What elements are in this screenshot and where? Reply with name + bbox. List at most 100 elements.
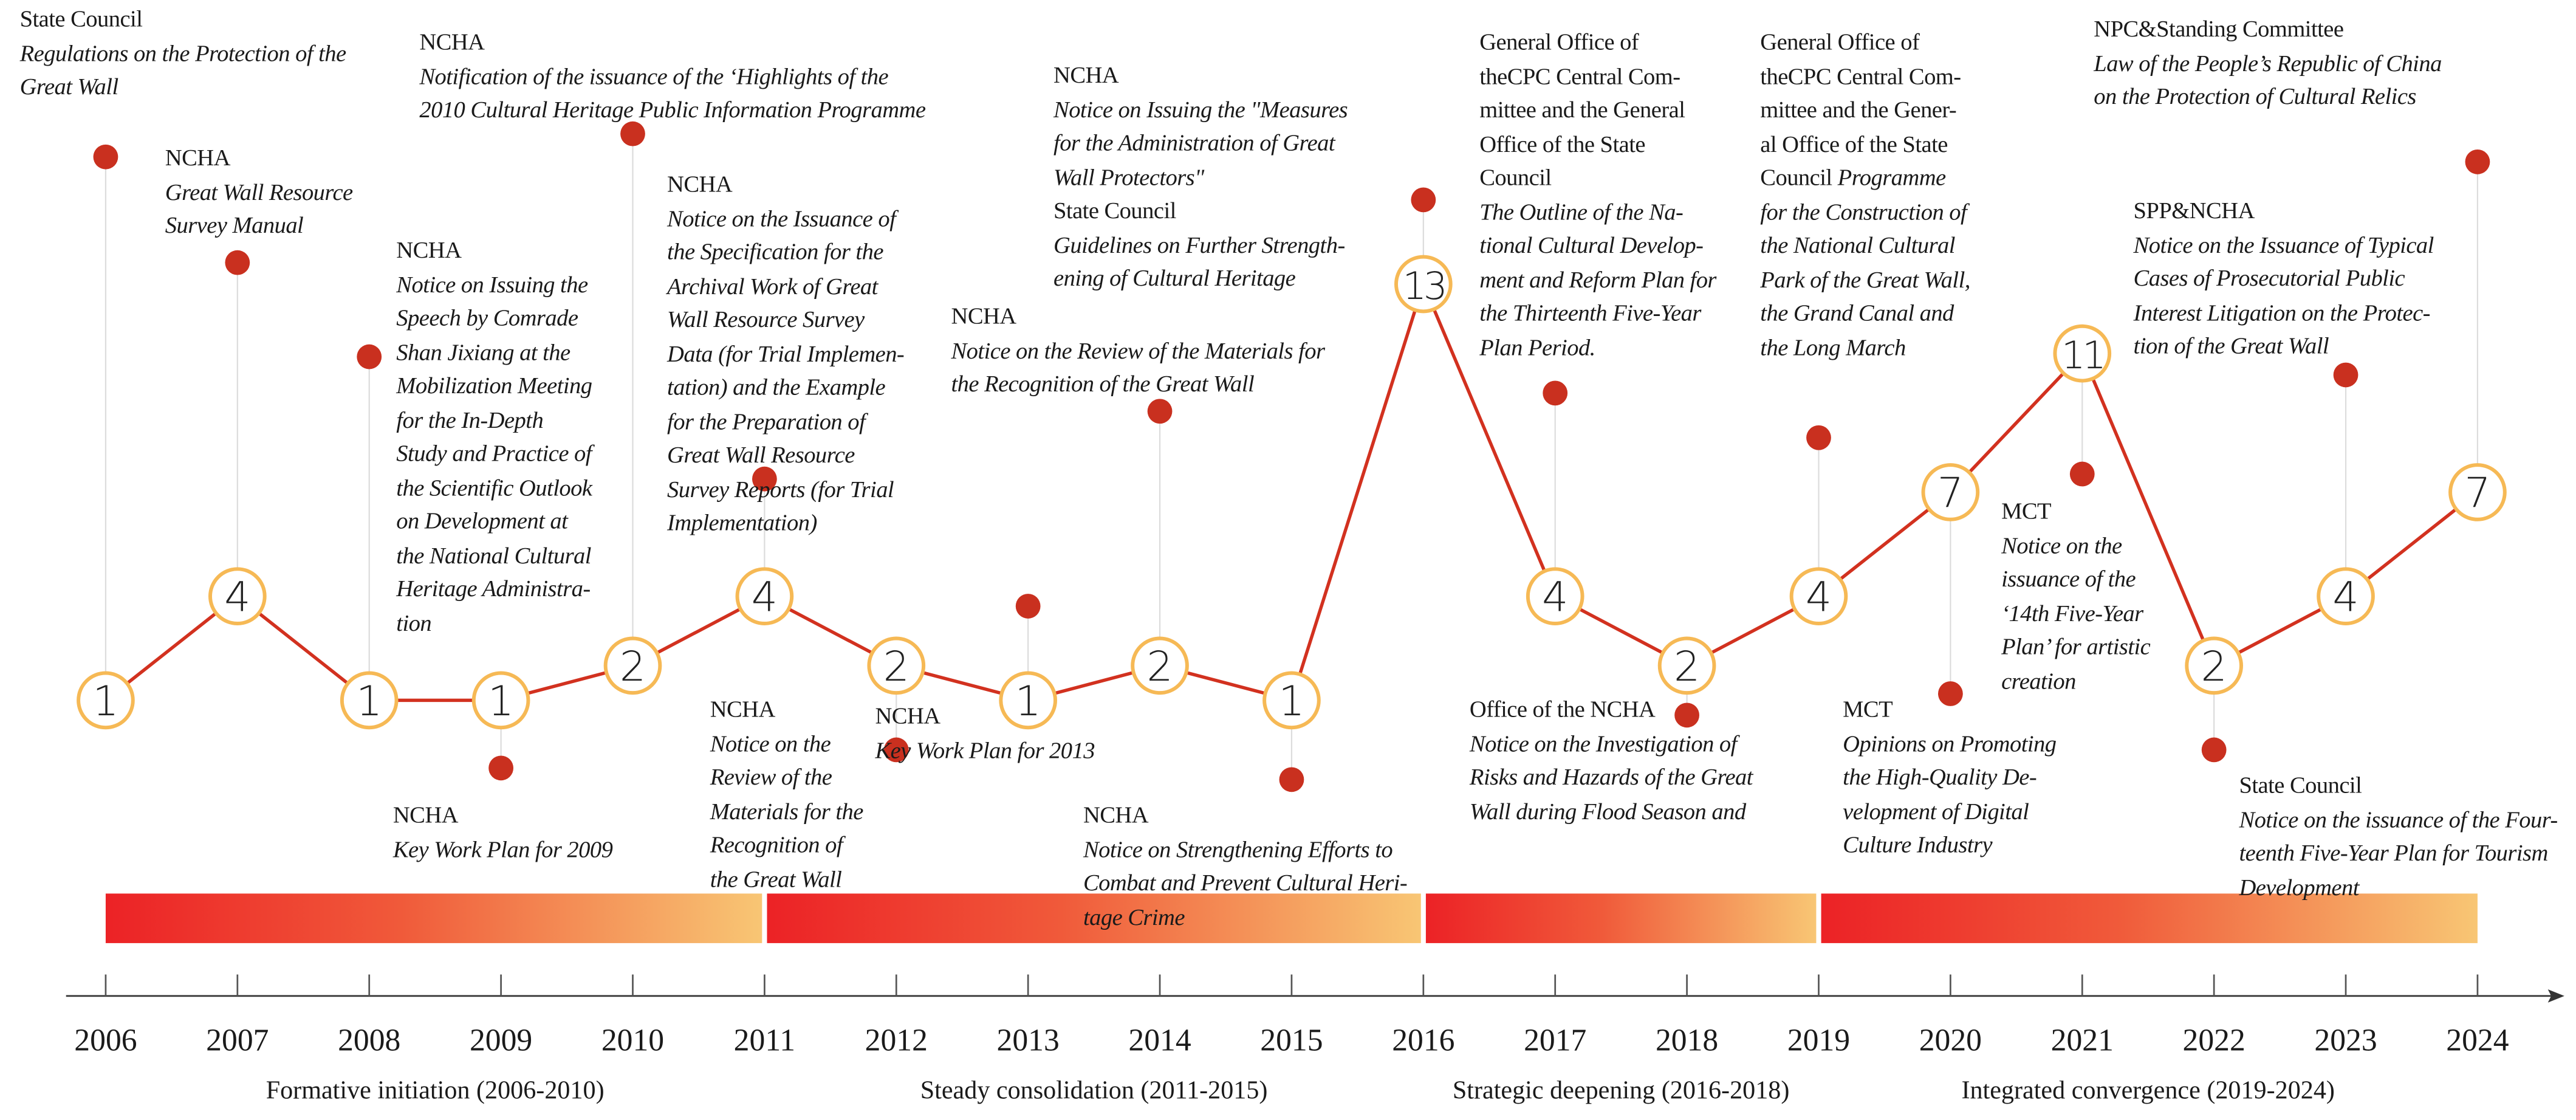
annotation-line: for the Construction of [1760, 196, 1970, 230]
phase-label: Integrated convergence (2019-2024) [1961, 1077, 2335, 1105]
issuing-body: State Council [2239, 772, 2362, 800]
axis-arrow-icon [2547, 989, 2564, 1003]
count-marker [471, 671, 530, 730]
count-marker [1394, 255, 1453, 314]
annotation-line: tion [396, 607, 592, 641]
count-label: 1 [356, 678, 382, 726]
document-title: Interest Litigation on the Protec- [2133, 300, 2431, 326]
annotation-line: Archival Work of Great [667, 270, 904, 304]
event-dot [1543, 380, 1568, 406]
year-label: 2020 [1919, 1024, 1982, 1059]
issuing-body: theCPC Central Com- [1760, 63, 1961, 91]
annotation-line: Speech by Comrade [396, 302, 592, 336]
annotation-line: Notice on the Issuance of Typical [2134, 228, 2434, 263]
event-dot [488, 755, 513, 781]
document-title: creation [2001, 668, 2076, 695]
issuing-body: General Office of [1479, 29, 1639, 57]
year-label: 2014 [1128, 1024, 1191, 1059]
event-dot [1674, 703, 1699, 728]
document-title: 2010 Cultural Heritage Public Informatio… [419, 97, 926, 124]
count-label: 13 [1402, 264, 1444, 308]
annotation-line: the Thirteenth Five-Year [1479, 297, 1716, 331]
count-marker [1526, 567, 1584, 625]
annotation-line: Plan’ for artistic [2001, 631, 2151, 665]
annotation-line: the Recognition of the Great Wall [951, 368, 1325, 402]
annotation-line: ening of Cultural Heritage [1053, 263, 1348, 297]
annotation-line: Key Work Plan for 2009 [393, 833, 613, 867]
policy-annotation: General Office of theCPC Central Com-mitt… [1479, 26, 1716, 365]
document-title: Notice on the Issuance of Typical [2133, 232, 2434, 259]
count-label: 4 [1542, 574, 1568, 622]
issuing-body: Council [1479, 165, 1552, 192]
annotation-line: General Office of [1479, 26, 1716, 60]
annotation-line: mittee and the General [1479, 94, 1716, 128]
document-title: tage Crime [1083, 904, 1185, 931]
document-title: the Long March [1760, 334, 1906, 361]
count-label: 1 [1278, 678, 1304, 726]
annotation-line: issuance of the [2001, 563, 2150, 597]
document-title: tion [396, 610, 432, 637]
policy-annotation: NCHA Notice on Strengthening Efforts to Co… [1083, 799, 1408, 935]
count-label: 1 [1015, 678, 1041, 726]
annotation-line: on the Protection of Cultural Relics [2094, 81, 2442, 115]
document-title: Materials for the [710, 799, 864, 825]
count-label: 1 [488, 678, 514, 726]
annotation-line: State Council [2239, 770, 2557, 804]
document-title: the Thirteenth Five-Year [1479, 300, 1701, 328]
document-title: Notice on Issuing the [396, 272, 588, 298]
annotation-line: Notice on the Investigation of [1470, 727, 1753, 761]
annotation-line: Recognition of [710, 829, 863, 863]
annotation-line: teenth Five-Year Plan for Tourism [2239, 837, 2557, 871]
issuing-body: NCHA [396, 238, 462, 264]
count-marker [1921, 463, 1980, 521]
event-dot [1411, 187, 1436, 213]
annotation-line: NCHA [875, 700, 1094, 734]
issuing-body: NCHA [419, 29, 485, 57]
annotation-line: the High-Quality De- [1843, 761, 2056, 795]
policy-annotation: State Council Notice on the issuance of t… [2239, 770, 2558, 905]
document-title: for the Administration of Great [1053, 130, 1335, 157]
issuing-body: Office of the State [1479, 131, 1645, 158]
year-label: 2010 [601, 1024, 665, 1059]
document-title: Notice on the [2001, 532, 2122, 560]
annotation-line: theCPC Central Com- [1760, 60, 1970, 94]
issuing-body: State Council [19, 6, 143, 33]
count-marker [1131, 636, 1189, 695]
annotation-line: NCHA [1083, 799, 1407, 833]
annotation-line: the National Cultural [396, 539, 592, 573]
count-marker [735, 567, 794, 625]
event-dot [1806, 425, 1831, 450]
annotation-line: Study and Practice of [396, 438, 592, 472]
annotation-line: General Office of [1760, 26, 1970, 60]
document-title: Notice on Issuing the "Measures [1053, 96, 1348, 123]
document-title: teenth Five-Year Plan for Tourism [2239, 840, 2548, 867]
count-label: 2 [1674, 643, 1700, 691]
annotation-line: Culture Industry [1843, 829, 2056, 863]
annotation-line: Notice on the Issuance of [667, 202, 904, 236]
annotation-line: Notice on the Review of the Materials fo… [951, 334, 1325, 368]
count-marker [1657, 636, 1716, 695]
policy-annotation: NCHA Key Work Plan for 2009 [393, 799, 613, 867]
document-title: Review of the [710, 764, 832, 791]
year-label: 2017 [1524, 1024, 1587, 1059]
document-title: Combat and Prevent Cultural Heri- [1083, 870, 1408, 897]
document-title: Notice on Strengthening Efforts to [1083, 836, 1393, 864]
document-title: Speech by Comrade [396, 305, 578, 332]
annotation-line: Cases of Prosecutorial Public [2134, 263, 2434, 297]
count-marker [999, 671, 1057, 730]
issuing-body: al Office of the State [1760, 131, 1948, 158]
annotation-line: the Scientific Outlook [396, 472, 592, 506]
policy-annotation: SPP&NCHA Notice on the Issuance of Typica… [2134, 195, 2434, 365]
year-label: 2011 [733, 1024, 796, 1059]
document-title: Notice on the Issuance of [667, 205, 896, 232]
annotation-line: the Great Wall [710, 863, 863, 897]
issuing-body: NCHA [951, 304, 1017, 331]
phase-bar [1821, 893, 2478, 943]
document-title: the National Cultural [1760, 233, 1955, 259]
year-label: 2015 [1260, 1024, 1323, 1059]
phase-label: Strategic deepening (2016-2018) [1452, 1077, 1790, 1105]
document-title: Notice on the Review of the Materials fo… [951, 337, 1325, 365]
document-title: Wall during Flood Season and [1469, 799, 1746, 825]
year-label: 2016 [1392, 1024, 1455, 1059]
annotation-line: Notice on the [710, 727, 863, 761]
